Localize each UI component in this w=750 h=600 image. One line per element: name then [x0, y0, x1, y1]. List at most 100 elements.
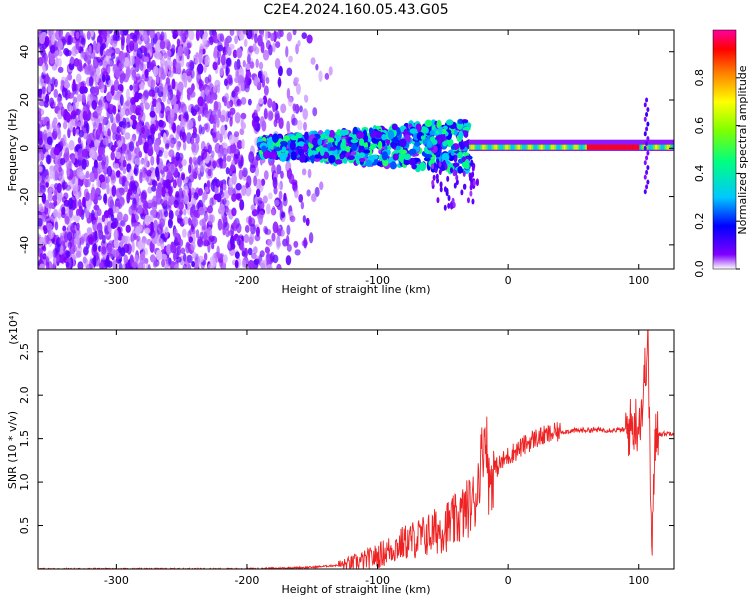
spectrogram-speckle — [74, 151, 79, 158]
spectrogram-speckle — [151, 179, 156, 186]
spectrogram-speckle — [273, 119, 278, 128]
spectrogram-speckle — [106, 107, 111, 119]
spectrogram-speckle — [105, 63, 111, 75]
spectrogram-speckle — [123, 213, 129, 223]
spectrogram-speckle — [45, 93, 50, 104]
spectrogram-speckle — [260, 30, 265, 38]
spectrogram-speckle — [183, 252, 187, 262]
spectrogram-speckle — [240, 156, 244, 167]
spectrogram-speckle — [123, 185, 129, 193]
spectrogram-band-cell — [390, 141, 398, 149]
spectrogram-speckle — [104, 101, 108, 111]
spectrogram-band-cell — [420, 135, 426, 141]
spectrogram-speckle — [68, 140, 75, 151]
spectrogram-speckle — [90, 186, 96, 198]
spectrogram-speckle — [110, 112, 114, 124]
spectrogram-speckle — [216, 117, 220, 128]
spectrogram-speckle — [180, 247, 186, 255]
spectrogram-speckle — [112, 132, 117, 141]
spectrogram-speckle — [110, 84, 115, 97]
spectrogram-spike-cell — [646, 150, 650, 156]
spectrogram-speckle — [178, 187, 183, 199]
spectrogram-band-cell — [290, 135, 298, 141]
spectrogram-speckle — [52, 194, 58, 202]
spectrogram-speckle — [249, 164, 256, 174]
spectrogram-speckle — [283, 192, 287, 202]
spectrogram-spike-cell — [646, 165, 650, 171]
spectrogram-speckle — [126, 243, 132, 255]
spectrogram-speckle — [72, 79, 76, 90]
spectrogram-speckle — [101, 115, 106, 126]
spectrogram-speckle — [268, 192, 273, 200]
spectrogram-frame — [37, 29, 675, 270]
spectrogram-speckle — [45, 181, 49, 188]
x-tick-label: -100 — [365, 274, 390, 287]
spectrogram-speckle — [295, 43, 299, 55]
spectrogram-band-cell — [442, 140, 448, 147]
spectrogram-speckle — [295, 83, 301, 95]
spectrogram-speckle — [188, 164, 192, 174]
spectrogram-speckle — [102, 234, 106, 244]
spectrogram-speckle — [248, 236, 254, 245]
spectrogram-speckle — [231, 207, 237, 217]
spectrogram-speckle — [168, 209, 174, 221]
spectrogram-speckle — [198, 206, 205, 216]
spectrogram-speckle — [102, 30, 107, 40]
spectrogram-speckle — [264, 246, 271, 254]
spectrogram-tail-cell — [471, 198, 475, 205]
spectrogram-speckle — [42, 253, 47, 260]
spectrogram-speckle — [303, 94, 308, 101]
spectrogram-speckle — [117, 211, 123, 221]
spectrogram-speckle — [302, 215, 307, 223]
spectrogram-band-cell — [268, 136, 274, 145]
spectrogram-speckle — [176, 124, 181, 135]
spectrogram-speckle — [131, 213, 135, 224]
spectrogram-speckle — [65, 250, 71, 258]
spectrogram-band-cell — [438, 126, 443, 135]
spectrogram-ylabel: Frequency (Hz) — [6, 109, 19, 192]
spectrogram-speckle — [59, 157, 66, 166]
spectrogram-band-cell — [274, 147, 282, 152]
spectrogram-speckle — [175, 151, 180, 162]
spectrogram-speckle — [75, 236, 80, 246]
spectrogram-speckle — [328, 66, 333, 76]
spectrogram-speckle — [97, 128, 101, 136]
spectrogram-speckle — [176, 38, 181, 47]
spectrogram-speckle — [75, 73, 82, 84]
spectrogram-speckle — [190, 241, 196, 252]
spectrogram-speckle — [178, 209, 183, 216]
spectrogram-speckle — [199, 160, 206, 173]
spectrogram-speckle — [291, 181, 298, 191]
spectrogram-band-cell — [365, 159, 373, 168]
spectrogram-speckle — [250, 204, 256, 212]
spectrogram-speckle — [158, 119, 164, 128]
x-tick-label: 100 — [628, 574, 649, 587]
spectrogram-speckle — [161, 186, 166, 198]
spectrogram-speckle — [219, 180, 224, 189]
spectrogram-speckle — [45, 143, 52, 150]
spectrogram-speckle — [168, 149, 175, 158]
spectrogram-speckle — [142, 237, 148, 245]
spectrogram-speckle — [286, 120, 291, 132]
spectrogram-speckle — [98, 81, 105, 89]
spectrogram-speckle — [63, 81, 71, 89]
spectrogram-speckle — [167, 89, 174, 101]
spectrogram-speckle — [38, 130, 43, 142]
spectrogram-speckle — [276, 228, 283, 237]
spectrogram-speckle — [267, 98, 273, 109]
spectrogram-speckle — [177, 102, 183, 114]
spectrogram-speckle — [171, 78, 176, 90]
spectrogram-tail-cell — [455, 174, 459, 181]
spectrogram-speckle — [88, 76, 94, 87]
spectrogram-band-cell — [328, 129, 335, 139]
spectrogram-speckle — [271, 208, 276, 215]
spectrogram-speckle — [135, 212, 139, 222]
spectrogram-speckle — [118, 197, 125, 207]
spectrogram-tail-cell — [431, 179, 435, 186]
spectrogram-speckle — [75, 128, 80, 136]
spectrogram-speckle — [206, 142, 211, 151]
spectrogram-speckle — [56, 96, 61, 104]
spectrogram-speckle — [120, 247, 126, 257]
spectrogram-speckle — [262, 95, 268, 105]
spectrogram-speckle — [276, 238, 281, 250]
